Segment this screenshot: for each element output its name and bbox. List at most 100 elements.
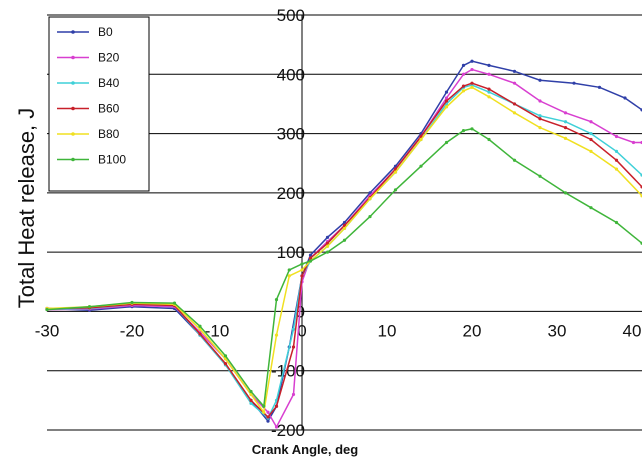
data-point bbox=[419, 164, 423, 168]
data-point bbox=[512, 158, 517, 162]
data-point bbox=[266, 419, 270, 423]
y-tick-label: 500 bbox=[277, 6, 305, 25]
data-point bbox=[198, 332, 202, 336]
data-point bbox=[444, 140, 449, 145]
legend-label: B100 bbox=[98, 153, 126, 167]
data-point bbox=[291, 345, 296, 349]
data-point bbox=[563, 126, 568, 130]
data-point bbox=[198, 324, 202, 328]
data-point bbox=[487, 137, 491, 142]
data-point bbox=[589, 149, 593, 153]
x-tick-label: 30 bbox=[548, 321, 567, 340]
data-point bbox=[274, 404, 279, 408]
data-point bbox=[461, 84, 466, 88]
data-point bbox=[249, 398, 253, 402]
data-point bbox=[614, 149, 619, 153]
data-point bbox=[538, 117, 542, 121]
data-point bbox=[291, 392, 296, 397]
data-point bbox=[461, 72, 466, 76]
legend-marker bbox=[71, 106, 75, 111]
y-tick-label: 400 bbox=[277, 65, 305, 84]
legend: B0 B20 B40 B60 B80 B100 bbox=[48, 16, 150, 192]
legend-label: B0 bbox=[98, 25, 113, 39]
data-point bbox=[444, 99, 449, 103]
legend-label: B60 bbox=[98, 102, 120, 116]
data-point bbox=[563, 136, 568, 140]
data-point bbox=[512, 81, 517, 85]
x-tick-label: -20 bbox=[120, 321, 145, 340]
data-point bbox=[614, 167, 619, 171]
data-point bbox=[538, 174, 542, 178]
data-point bbox=[287, 268, 291, 272]
y-tick-label: -100 bbox=[271, 362, 305, 381]
data-point bbox=[308, 253, 313, 257]
x-tick-label: 40 bbox=[623, 321, 642, 340]
data-point bbox=[87, 305, 92, 309]
data-point bbox=[287, 274, 291, 278]
data-point bbox=[266, 410, 270, 414]
data-point bbox=[262, 410, 266, 414]
data-point bbox=[45, 308, 49, 312]
legend-marker bbox=[71, 81, 75, 85]
data-point bbox=[470, 127, 474, 131]
data-point bbox=[461, 63, 466, 67]
data-point bbox=[325, 235, 330, 239]
data-point bbox=[300, 274, 304, 278]
legend-box bbox=[48, 16, 150, 192]
data-point bbox=[487, 63, 491, 67]
data-point bbox=[368, 191, 372, 195]
legend-label: B80 bbox=[98, 127, 120, 141]
data-point bbox=[470, 81, 474, 85]
data-point bbox=[589, 137, 593, 142]
data-point bbox=[461, 129, 466, 133]
data-point bbox=[249, 389, 253, 394]
data-point bbox=[223, 362, 228, 366]
data-point bbox=[538, 99, 542, 103]
data-point bbox=[342, 226, 347, 231]
data-point bbox=[614, 134, 619, 139]
data-point bbox=[631, 140, 636, 145]
data-point bbox=[538, 114, 542, 118]
y-tick-label: -200 bbox=[271, 421, 305, 440]
data-point bbox=[563, 111, 568, 115]
legend-label: B40 bbox=[98, 76, 120, 90]
data-point bbox=[614, 220, 619, 225]
data-point bbox=[419, 137, 423, 142]
data-point bbox=[223, 354, 228, 358]
data-point bbox=[308, 256, 313, 260]
data-point bbox=[538, 78, 542, 82]
data-point bbox=[512, 69, 517, 73]
data-point bbox=[589, 120, 593, 124]
data-point bbox=[342, 238, 347, 242]
data-point bbox=[249, 392, 253, 397]
y-tick-label: 300 bbox=[277, 125, 305, 144]
legend-label: B20 bbox=[98, 51, 120, 65]
x-tick-label: -10 bbox=[205, 321, 230, 340]
data-point bbox=[342, 220, 347, 225]
data-point bbox=[589, 206, 593, 210]
data-point bbox=[274, 297, 279, 302]
data-point bbox=[512, 102, 517, 106]
data-point bbox=[563, 120, 568, 124]
y-axis-title: Total Heat release, J bbox=[14, 108, 39, 309]
data-point bbox=[512, 111, 517, 115]
data-point bbox=[300, 268, 304, 272]
data-point bbox=[300, 262, 304, 266]
data-point bbox=[266, 415, 270, 419]
data-point bbox=[461, 89, 466, 93]
y-tick-labels: 500 400 300 200 100 0 -100 -200 bbox=[271, 6, 305, 440]
data-point bbox=[342, 223, 347, 228]
legend-marker bbox=[71, 55, 75, 60]
y-tick-label: 200 bbox=[277, 184, 305, 203]
x-tick-label: 0 bbox=[297, 321, 306, 340]
data-point bbox=[198, 327, 202, 331]
data-point bbox=[487, 90, 491, 94]
data-point bbox=[291, 327, 296, 331]
data-point bbox=[589, 131, 593, 136]
data-point bbox=[538, 126, 542, 130]
y-tick-label: 100 bbox=[277, 243, 305, 262]
data-point bbox=[487, 95, 491, 99]
data-point bbox=[308, 259, 313, 263]
data-point bbox=[130, 300, 134, 305]
data-point bbox=[274, 333, 279, 337]
